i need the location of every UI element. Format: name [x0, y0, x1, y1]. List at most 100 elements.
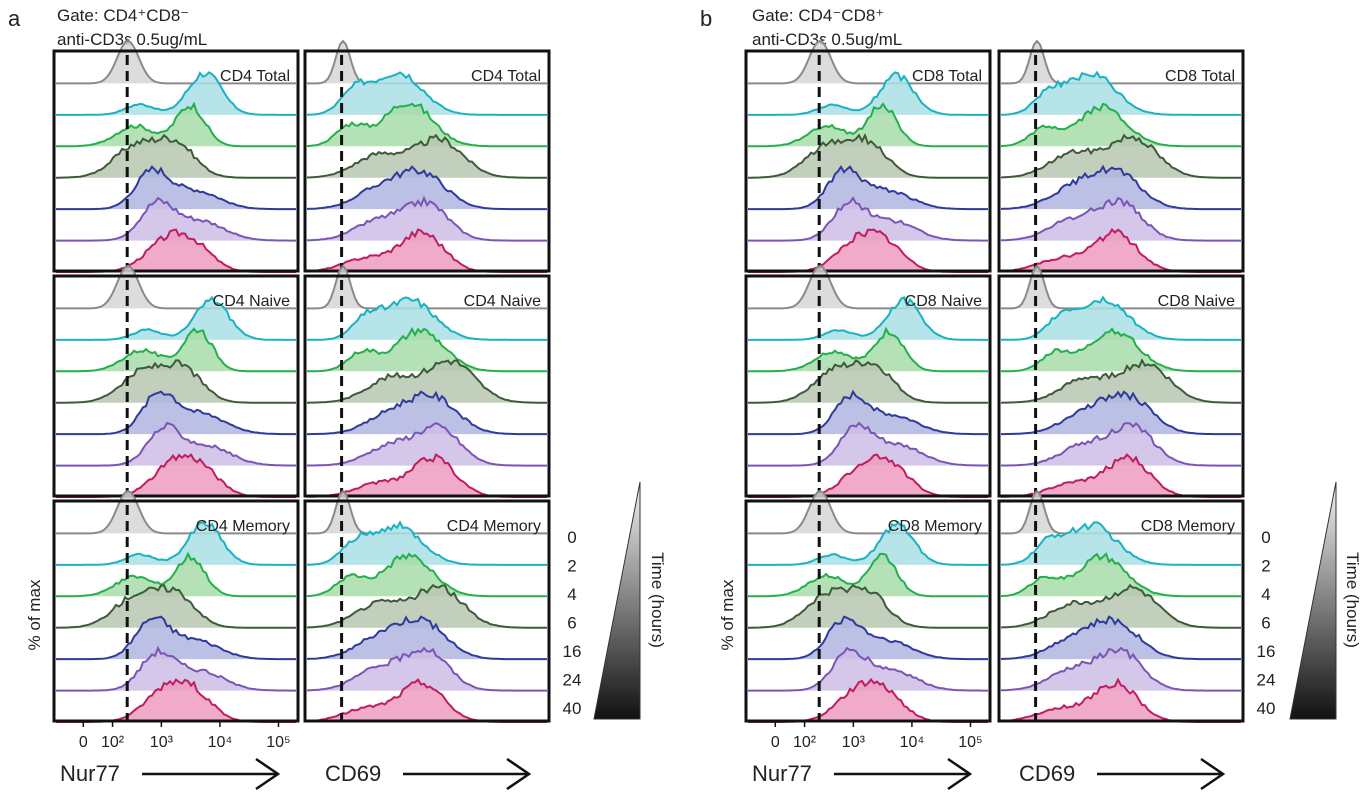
histogram-line-16h — [1001, 390, 1241, 436]
histogram-fill-0h — [56, 491, 296, 534]
histogram-fill-24h — [748, 198, 988, 241]
subset-label: CD8 Total — [912, 68, 982, 85]
time-point-label: 16 — [563, 642, 582, 661]
histogram-line-24h — [1000, 196, 1241, 242]
histogram-fill-2h — [56, 522, 296, 565]
time-axis-label: Time (hours) — [1343, 552, 1362, 648]
histogram-fill-40h — [1001, 229, 1241, 272]
histogram-fill-6h — [307, 360, 547, 403]
histogram-plot-b-1-cd69: CD8 Total — [997, 39, 1245, 273]
histogram-fill-40h — [56, 679, 296, 722]
histogram-fill-4h — [1001, 103, 1241, 147]
histogram-fill-4h — [1001, 328, 1241, 372]
x-tick-label: 10³ — [150, 734, 174, 751]
subset-label: CD4 Naive — [213, 293, 290, 310]
histogram-plot-a-2-cd69: CD4 Naive — [303, 264, 551, 498]
histogram-line-4h — [56, 551, 296, 598]
panel-letter-b: b — [700, 6, 712, 31]
histogram-fill-0h — [307, 491, 547, 534]
histogram-line-6h — [1000, 358, 1241, 404]
time-point-label: 24 — [1257, 671, 1276, 690]
time-point-label: 2 — [567, 557, 576, 576]
histogram-fill-6h — [748, 360, 988, 403]
histogram-line-0h — [307, 489, 547, 535]
histogram-fill-0h — [748, 266, 988, 309]
histogram-fill-24h — [307, 198, 547, 241]
histogram-line-6h — [56, 359, 296, 404]
histogram-line-16h — [306, 165, 547, 211]
y-axis-label: % of max — [718, 579, 737, 650]
subset-label: CD8 Total — [1165, 68, 1235, 85]
plot-frame — [303, 274, 551, 498]
histogram-line-2h — [1000, 70, 1241, 116]
x-tick-label: 10⁴ — [900, 734, 925, 751]
histogram-fill-24h — [748, 648, 988, 691]
histogram-line-24h — [748, 196, 988, 242]
time-point-label: 6 — [567, 614, 576, 633]
histogram-plot-b-3-nur77: CD8 Memory — [744, 489, 992, 723]
x-axis-arrow-head — [255, 757, 281, 791]
histogram-line-16h — [748, 165, 988, 211]
histogram-fill-6h — [1001, 135, 1241, 178]
subset-label: CD4 Naive — [464, 293, 541, 310]
histogram-fill-0h — [1001, 266, 1241, 309]
plot-frame — [997, 274, 1245, 498]
x-axis-arrow-head — [506, 757, 532, 791]
histogram-line-2h — [748, 520, 988, 566]
plot-frame — [744, 49, 992, 273]
histogram-fill-0h — [1001, 41, 1241, 84]
panel-a: a Gate: CD4⁺CD8⁻ anti-CD3ε 0.5ug/mL — [8, 6, 207, 49]
plot-frame — [303, 49, 551, 273]
histogram-line-6h — [306, 359, 547, 404]
histogram-fill-4h — [307, 328, 547, 372]
panel-letter-a: a — [8, 6, 21, 31]
histogram-line-4h — [1000, 552, 1241, 598]
plot-frame — [997, 499, 1245, 723]
histogram-fill-24h — [307, 648, 547, 691]
histogram-fill-40h — [56, 229, 296, 272]
histogram-fill-0h — [56, 41, 296, 84]
histogram-fill-0h — [748, 491, 988, 534]
histogram-fill-40h — [307, 229, 547, 272]
time-axis-label: Time (hours) — [648, 552, 667, 648]
histogram-fill-6h — [1001, 360, 1241, 403]
histogram-plot-b-3-cd69: CD8 Memory — [997, 489, 1245, 723]
histogram-fill-16h — [307, 166, 547, 210]
histogram-fill-2h — [56, 297, 296, 340]
histogram-fill-0h — [1001, 491, 1241, 534]
histogram-line-4h — [56, 101, 296, 148]
subset-label: CD4 Memory — [447, 518, 541, 535]
histogram-line-0h — [1001, 489, 1241, 535]
time-point-label: 4 — [567, 585, 576, 604]
histogram-fill-40h — [307, 679, 547, 722]
time-point-label: 0 — [1261, 528, 1270, 547]
histogram-line-24h — [307, 421, 547, 467]
histogram-fill-16h — [56, 391, 296, 435]
histogram-fill-24h — [1001, 198, 1241, 241]
y-axis-label: % of max — [25, 579, 44, 650]
histogram-line-16h — [306, 615, 547, 661]
histogram-fill-24h — [307, 423, 547, 466]
histogram-fill-24h — [56, 423, 296, 466]
histogram-fill-0h — [56, 266, 296, 309]
plot-frame — [303, 499, 551, 723]
histogram-line-0h — [748, 489, 988, 535]
histogram-fill-40h — [56, 454, 296, 497]
subset-label: CD4 Total — [471, 68, 541, 85]
panel-b: b Gate: CD4⁻CD8⁺ anti-CD3ε 0.5ug/mL — [700, 6, 902, 49]
histogram-fill-4h — [748, 103, 988, 147]
histogram-fill-6h — [748, 135, 988, 178]
subset-label: CD4 Total — [220, 68, 290, 85]
plot-frame — [52, 49, 300, 273]
stimulation-label-b: anti-CD3ε 0.5ug/mL — [752, 30, 902, 49]
histogram-line-24h — [306, 646, 547, 692]
histogram-line-0h — [56, 264, 296, 310]
histogram-line-4h — [748, 102, 988, 148]
stimulation-label-a: anti-CD3ε 0.5ug/mL — [57, 30, 207, 49]
gate-label-b: Gate: CD4⁻CD8⁺ — [752, 6, 884, 25]
histogram-fill-16h — [748, 391, 988, 435]
histogram-fill-6h — [748, 585, 988, 628]
histogram-line-2h — [306, 71, 547, 116]
